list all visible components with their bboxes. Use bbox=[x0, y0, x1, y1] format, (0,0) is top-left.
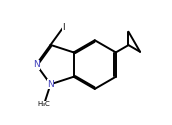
Text: H₃C: H₃C bbox=[38, 101, 51, 107]
Text: N: N bbox=[33, 60, 40, 69]
Text: N: N bbox=[47, 80, 54, 89]
Text: I: I bbox=[62, 23, 65, 32]
